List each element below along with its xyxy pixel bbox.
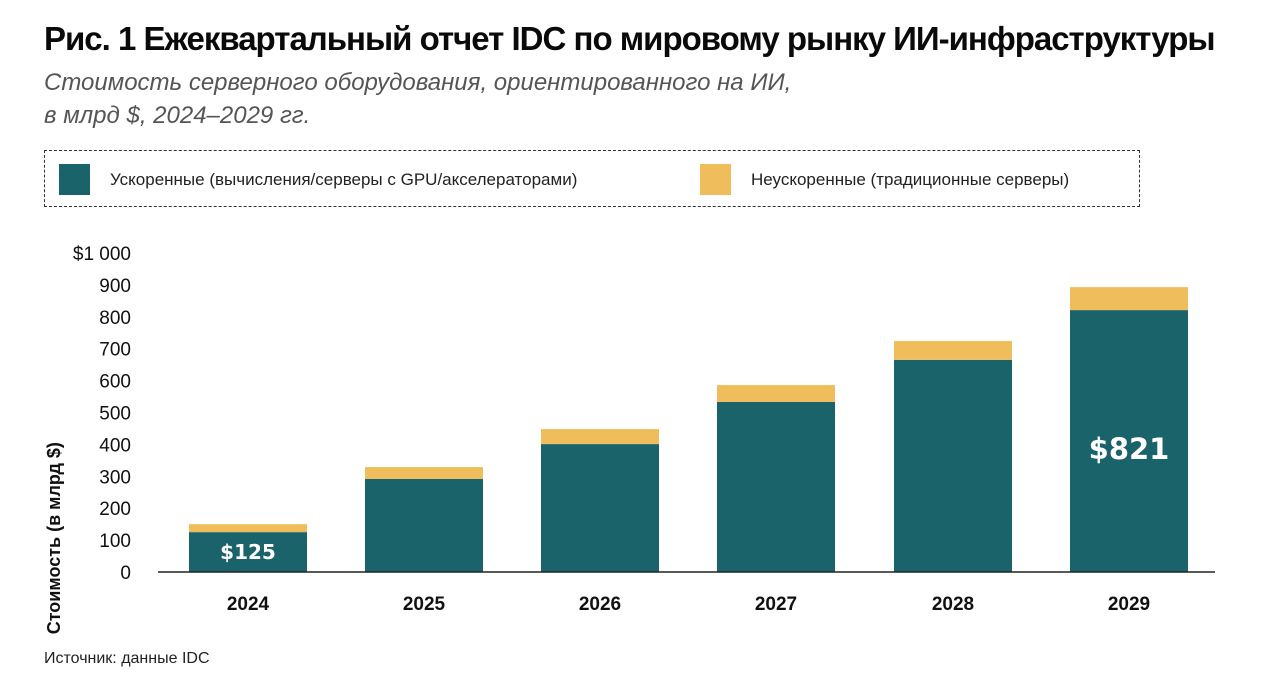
legend: Ускоренные (вычисления/серверы с GPU/акс… [44, 150, 1140, 207]
x-tick-label: 2029 [1108, 594, 1150, 615]
bar-non-accelerated-2026 [541, 429, 659, 445]
y-tick-label: 800 [99, 308, 131, 329]
y-tick-label: 400 [99, 435, 131, 456]
y-tick-label: 600 [99, 372, 131, 393]
legend-swatch-accelerated [59, 164, 90, 195]
bar-accelerated-2025 [365, 478, 483, 572]
y-tick-label: 900 [99, 276, 131, 297]
y-tick-label: 200 [99, 499, 131, 520]
bar-non-accelerated-2029 [1070, 287, 1188, 311]
bar-value-label-2029: $821 [1089, 432, 1170, 466]
subtitle-line-2: в млрд $, 2024–2029 гг. [44, 102, 311, 129]
legend-item-non-accelerated: Неускоренные (традиционные серверы) [700, 164, 1069, 195]
y-tick-label: 500 [99, 404, 131, 425]
x-tick-label: 2028 [932, 594, 974, 615]
y-tick-label: 300 [99, 467, 131, 488]
bar-non-accelerated-2028 [894, 341, 1012, 360]
bar-non-accelerated-2027 [717, 385, 835, 402]
bar-accelerated-2028 [894, 359, 1012, 572]
subtitle-line-1: Стоимость серверного оборудования, ориен… [44, 69, 792, 96]
y-tick-label: $1 000 [73, 244, 131, 265]
bar-accelerated-2026 [541, 444, 659, 572]
bar-value-label-2024: $125 [220, 540, 276, 564]
bar-accelerated-2027 [717, 401, 835, 572]
source-note: Источник: данные IDC [44, 650, 210, 667]
x-tick-label: 2027 [755, 594, 797, 615]
y-axis-label: Стоимость (в млрд $) [44, 442, 64, 634]
y-tick-label: 700 [99, 340, 131, 361]
bar-accelerated-2024 [189, 532, 307, 572]
x-tick-label: 2024 [227, 594, 270, 615]
legend-swatch-non-accelerated [700, 164, 731, 195]
legend-label-non-accelerated: Неускоренные (традиционные серверы) [751, 169, 1070, 189]
bar-accelerated-2029 [1070, 310, 1188, 572]
x-tick-label: 2025 [403, 594, 446, 615]
chart-title: Рис. 1 Ежеквартальный отчет IDC по миров… [44, 20, 1216, 57]
x-tick-label: 2026 [579, 594, 621, 615]
legend-label-accelerated: Ускоренные (вычисления/серверы с GPU/акс… [110, 169, 578, 189]
legend-item-accelerated: Ускоренные (вычисления/серверы с GPU/акс… [59, 164, 577, 195]
chart-subtitle: Стоимость серверного оборудования, ориен… [44, 66, 791, 132]
bar-non-accelerated-2024 [189, 524, 307, 533]
y-tick-label: 100 [99, 531, 131, 552]
y-tick-label: 0 [120, 563, 131, 584]
bar-non-accelerated-2025 [365, 467, 483, 479]
